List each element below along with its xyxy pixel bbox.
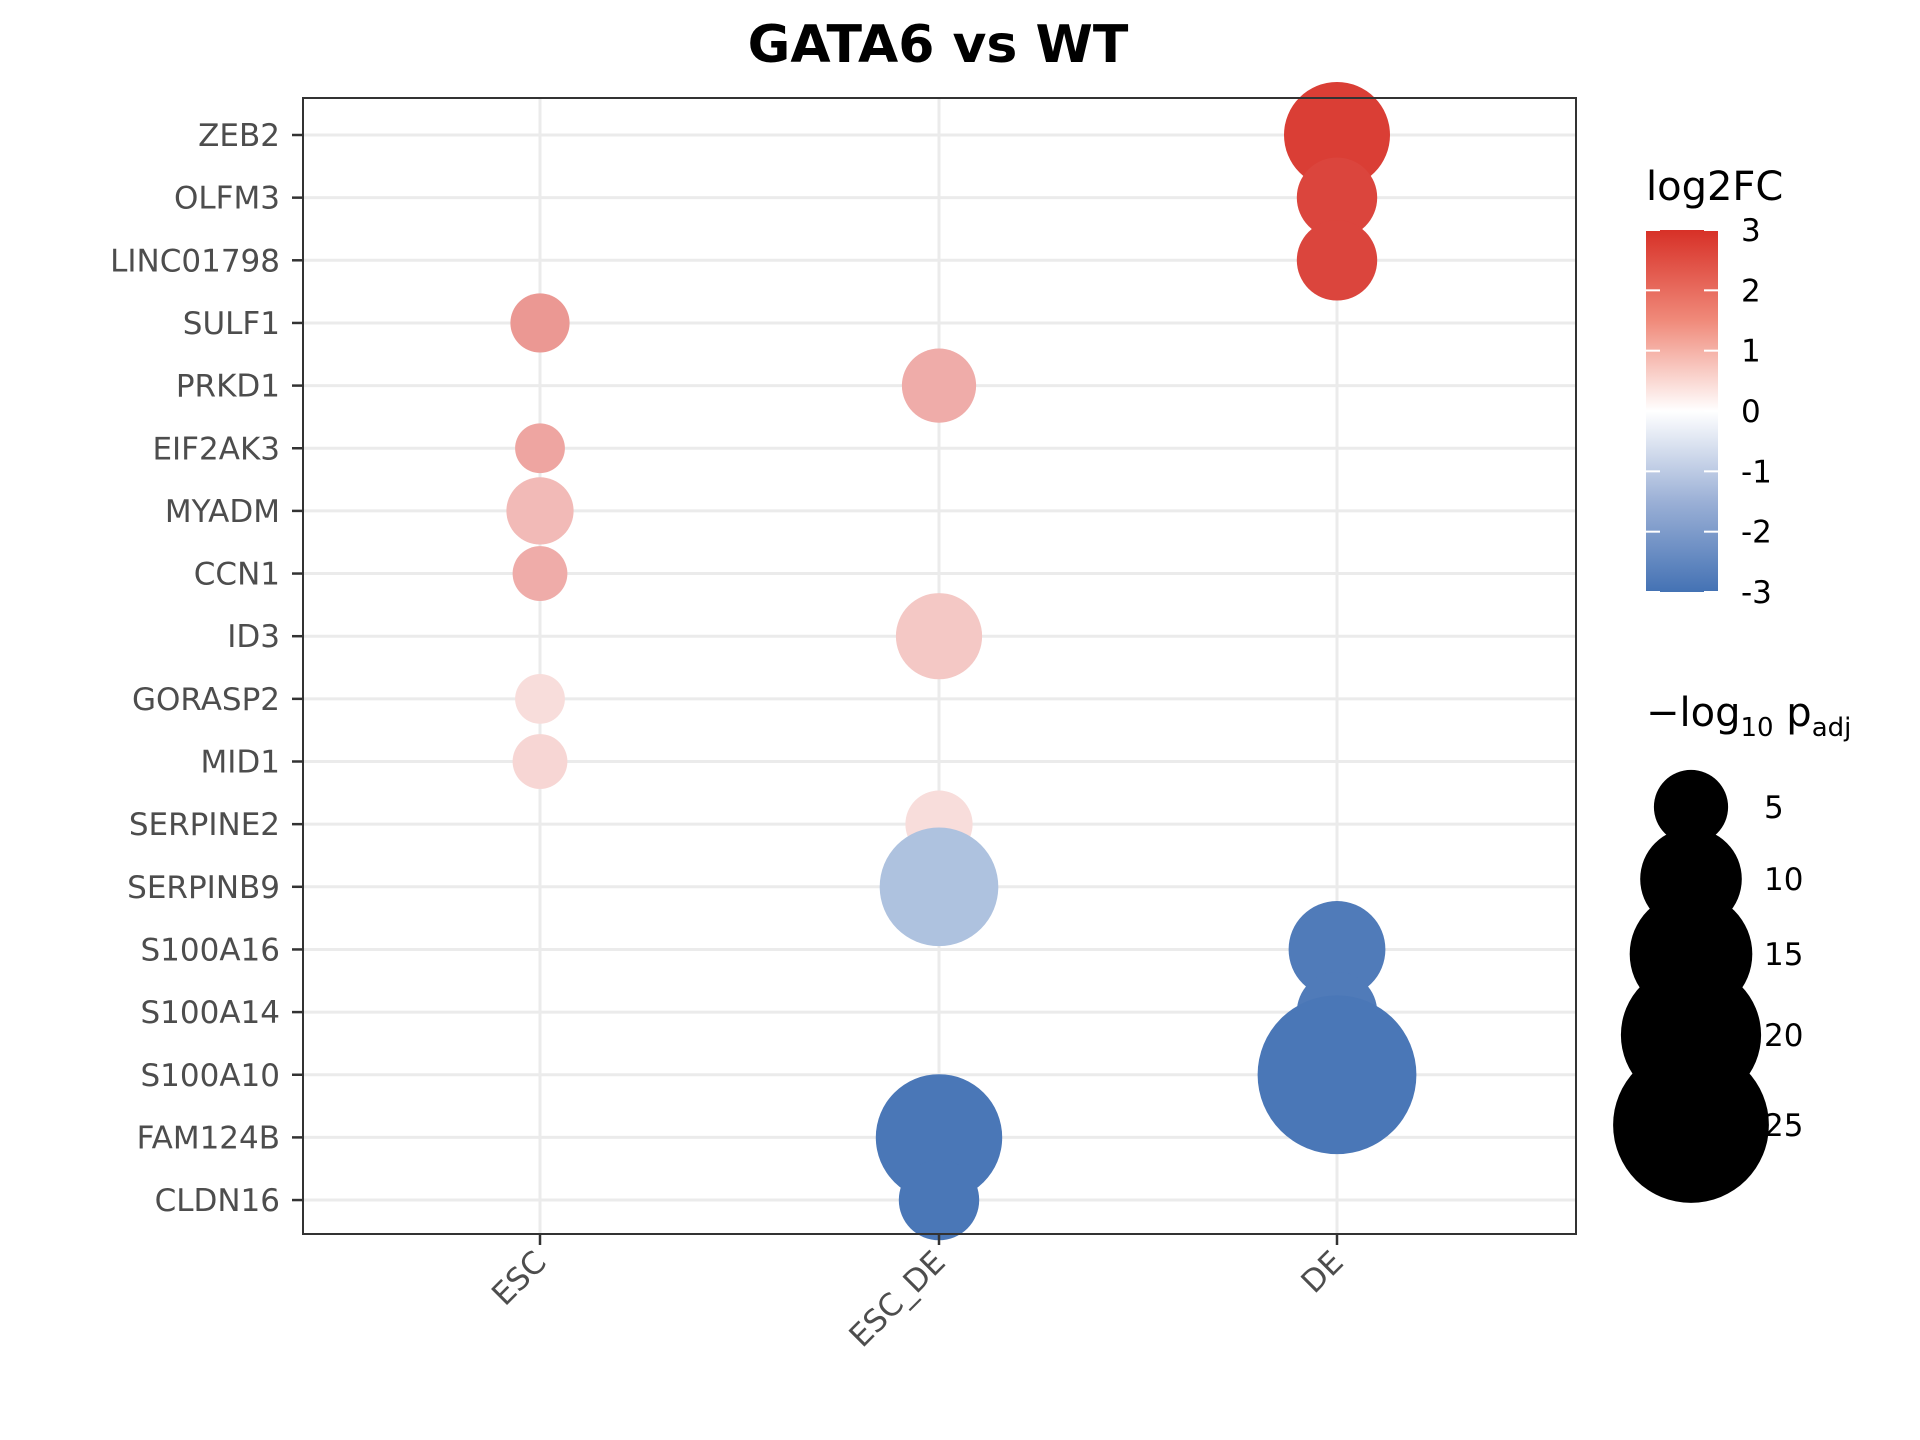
y-tick-label: OLFM3 — [174, 181, 280, 217]
size-legend-label: 15 — [1764, 937, 1803, 973]
color-legend-tick-label: 1 — [1741, 334, 1761, 370]
point-s100a16-de — [1288, 901, 1386, 998]
color-legend: log2FC 3 2 1 0 -1 -2 -3 — [1646, 164, 1783, 611]
x-tick-label: ESC — [485, 1244, 554, 1313]
y-tick-label: SULF1 — [183, 306, 280, 342]
y-tick-label: ZEB2 — [198, 118, 280, 154]
y-tick-label: FAM124B — [137, 1120, 280, 1156]
point-gorasp2-esc — [515, 673, 565, 724]
point-serpinb9-esc_de — [879, 827, 999, 947]
y-tick-label: S100A16 — [141, 932, 281, 968]
point-cldn16-esc_de — [898, 1159, 980, 1241]
point-mid1-esc — [512, 734, 568, 789]
point-prkd1-esc_de — [901, 348, 977, 423]
size-legend-swatch — [1613, 1047, 1769, 1203]
point-fam124b-esc_de — [875, 1074, 1003, 1201]
color-legend-ticks: 3 2 1 0 -1 -2 -3 — [1646, 213, 1772, 611]
y-tick-label: EIF2AK3 — [152, 431, 280, 467]
point-s100a10-de — [1257, 995, 1417, 1155]
color-legend-tick-label: 2 — [1741, 273, 1761, 309]
y-tick-label: S100A14 — [141, 995, 281, 1031]
size-legend-items: 5 10 15 20 25 — [1613, 769, 1803, 1203]
size-legend-title: −log10 padj — [1646, 690, 1851, 743]
size-legend-label: 25 — [1764, 1108, 1803, 1144]
point-zeb2-de — [1284, 82, 1390, 188]
y-tick-label: MID1 — [201, 745, 280, 781]
y-tick-label: S100A10 — [141, 1058, 281, 1094]
x-tick-label: ESC_DE — [842, 1244, 952, 1354]
color-legend-tick-label: 0 — [1741, 394, 1761, 430]
size-legend: −log10 padj 5 10 15 20 25 — [1613, 690, 1851, 1203]
color-legend-tick-label: 3 — [1741, 213, 1761, 249]
size-legend-label: 5 — [1764, 790, 1784, 826]
x-axis: ESC ESC_DE DE — [485, 1234, 1351, 1354]
size-legend-swatch — [1653, 769, 1729, 845]
y-tick-label: GORASP2 — [132, 682, 280, 718]
point-sulf1-esc — [510, 293, 570, 353]
point-ccn1-esc — [512, 546, 568, 601]
y-tick-label: PRKD1 — [176, 369, 280, 405]
point-linc01798-de — [1296, 220, 1378, 301]
y-tick-label: CLDN16 — [155, 1183, 280, 1219]
point-eif2ak3-esc — [515, 423, 565, 474]
color-legend-tick-label: -3 — [1741, 575, 1772, 611]
y-tick-label: SERPINB9 — [127, 870, 280, 906]
size-legend-label: 10 — [1764, 862, 1803, 898]
point-id3-esc_de — [895, 593, 983, 680]
data-points — [506, 82, 1417, 1241]
y-tick-label: ID3 — [227, 619, 280, 655]
x-tick-label: DE — [1294, 1244, 1350, 1300]
y-tick-label: SERPINE2 — [129, 807, 280, 843]
color-legend-title: log2FC — [1646, 164, 1783, 210]
point-olfm3-de — [1296, 157, 1378, 238]
point-myadm-esc — [506, 477, 574, 545]
size-legend-label: 20 — [1764, 1018, 1803, 1054]
y-tick-label: LINC01798 — [110, 243, 280, 279]
color-legend-tick-label: -1 — [1741, 454, 1772, 490]
y-tick-label: MYADM — [165, 494, 280, 530]
chart-title: GATA6 vs WT — [748, 15, 1129, 75]
y-axis: ZEB2 OLFM3 LINC01798 SULF1 PRKD1 EIF2AK3 MYADM… — [110, 118, 303, 1219]
y-tick-label: CCN1 — [194, 557, 280, 593]
color-legend-tick-label: -2 — [1741, 515, 1772, 551]
